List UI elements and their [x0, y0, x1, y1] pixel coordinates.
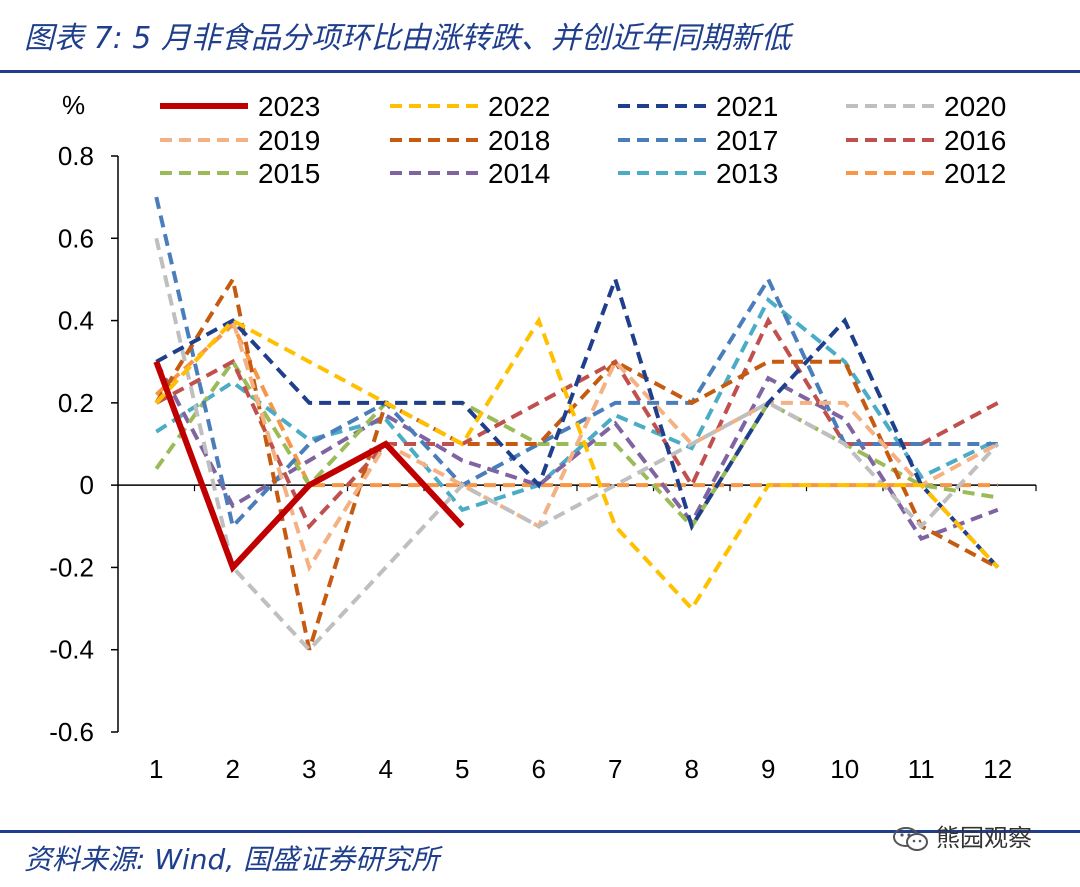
figure-source: 资料来源: Wind, 国盛证券研究所: [24, 843, 440, 876]
watermark-text: 熊园观察: [936, 824, 1032, 852]
y-tick-label: -0.6: [49, 717, 94, 747]
line-chart: -0.6-0.4-0.200.20.40.60.8%1 2 3 4 5 6 7 8 9 10 11 1…: [49, 90, 1037, 784]
figure-title: 图表 7: 5 月非食品分项环比由涨转跌、并创近年同期新低: [24, 21, 791, 56]
watermark: 熊园观察: [892, 818, 1032, 858]
legend-label-2012: 2012: [944, 158, 1006, 189]
y-tick-label: -0.2: [49, 552, 94, 582]
series-line-2012: [154, 321, 998, 488]
y-tick-label: 0.4: [58, 306, 94, 336]
x-tick-label: 1: [149, 754, 163, 784]
series-line-2019: [154, 316, 999, 573]
legend-label-2018: 2018: [488, 125, 550, 156]
legend-label-2020: 2020: [944, 91, 1006, 122]
x-tick-label: 5: [455, 754, 469, 784]
legend-label-2022: 2022: [488, 91, 550, 122]
legend-label-2021: 2021: [716, 91, 778, 122]
x-tick-label: 9: [761, 754, 775, 784]
x-tick-label: 4: [379, 754, 393, 784]
legend-label-2017: 2017: [716, 125, 778, 156]
y-axis-unit: %: [62, 90, 85, 120]
legend-label-2014: 2014: [488, 158, 550, 189]
x-tick-label: 3: [302, 754, 316, 784]
legend-label-2016: 2016: [944, 125, 1006, 156]
x-tick-label: 7: [608, 754, 622, 784]
legend-label-2019: 2019: [258, 125, 320, 156]
y-tick-label: 0.6: [58, 223, 94, 253]
legend-label-2023: 2023: [258, 91, 320, 122]
series-line-2018: [154, 274, 999, 651]
x-tick-label: 8: [685, 754, 699, 784]
y-tick-label: 0.2: [58, 388, 94, 418]
series-line-2021: [155, 273, 1000, 569]
x-tick-label: 6: [532, 754, 546, 784]
y-tick-label: 0.8: [58, 141, 94, 171]
series-line-2023: [153, 360, 465, 574]
x-tick-label: 11: [908, 754, 935, 784]
series-line-2013: [155, 296, 999, 513]
series-line-2022: [154, 316, 1000, 612]
y-tick-label: -0.4: [49, 635, 94, 665]
wechat-icon: [893, 827, 928, 851]
source-rule: [0, 830, 1080, 833]
x-tick-label: 12: [983, 754, 1012, 784]
series-line-2020: [154, 237, 1000, 653]
x-tick-label: 2: [226, 754, 240, 784]
legend-label-2015: 2015: [258, 158, 320, 189]
legend-label-2013: 2013: [716, 158, 778, 189]
y-tick-label: 0: [80, 470, 94, 500]
title-rule: [0, 70, 1080, 73]
x-tick-label: 10: [830, 754, 859, 784]
